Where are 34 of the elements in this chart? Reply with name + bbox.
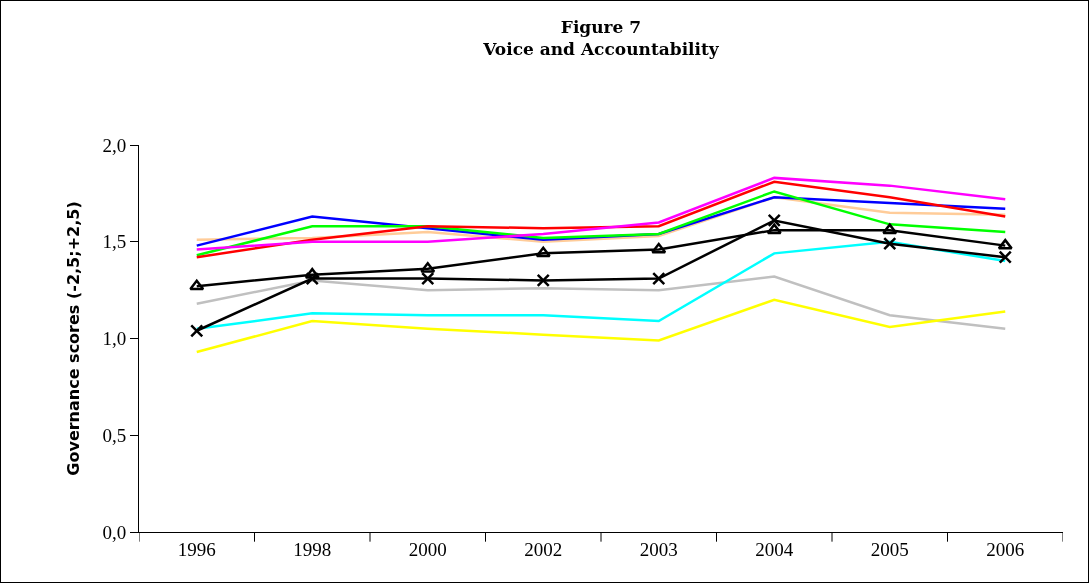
- y-tick-label: 1,0: [102, 328, 127, 350]
- x-tick-label: 1996: [177, 538, 216, 560]
- point: [998, 250, 1012, 264]
- point: [652, 271, 666, 286]
- y-tick-label: 0,0: [102, 521, 127, 543]
- x-tick-label: 2000: [408, 538, 447, 560]
- point: [882, 223, 898, 235]
- y-tick-label: 1,5: [102, 231, 127, 253]
- y-tick-label: 0,5: [102, 424, 127, 446]
- chart-subtitle: Voice and Accountability: [482, 39, 720, 60]
- line-series: [195, 298, 1007, 354]
- x-tick-label: 1998: [293, 538, 332, 560]
- point: [536, 273, 550, 288]
- x-tick-label: 2003: [639, 538, 678, 560]
- point: [535, 246, 551, 258]
- x-tick-label: 2002: [524, 538, 563, 560]
- point: [997, 238, 1013, 250]
- line-series: [195, 190, 1007, 257]
- x-tick-label: 2004: [755, 538, 794, 560]
- y-axis-title: Governance scores (-2,5;+2,5): [64, 201, 84, 476]
- point: [651, 242, 667, 254]
- point: [767, 213, 781, 228]
- point: [304, 267, 320, 279]
- point: [190, 324, 204, 338]
- point: [766, 223, 782, 235]
- x-tick-label: 2006: [986, 538, 1025, 560]
- x-tick-label: 2005: [870, 538, 909, 560]
- point: [883, 236, 897, 251]
- point: [305, 271, 319, 286]
- point: [421, 271, 435, 286]
- line-series: [195, 240, 1007, 331]
- chart-title: Figure 7: [560, 16, 642, 37]
- y-tick-label: 2,0: [102, 134, 127, 156]
- point: [189, 279, 205, 291]
